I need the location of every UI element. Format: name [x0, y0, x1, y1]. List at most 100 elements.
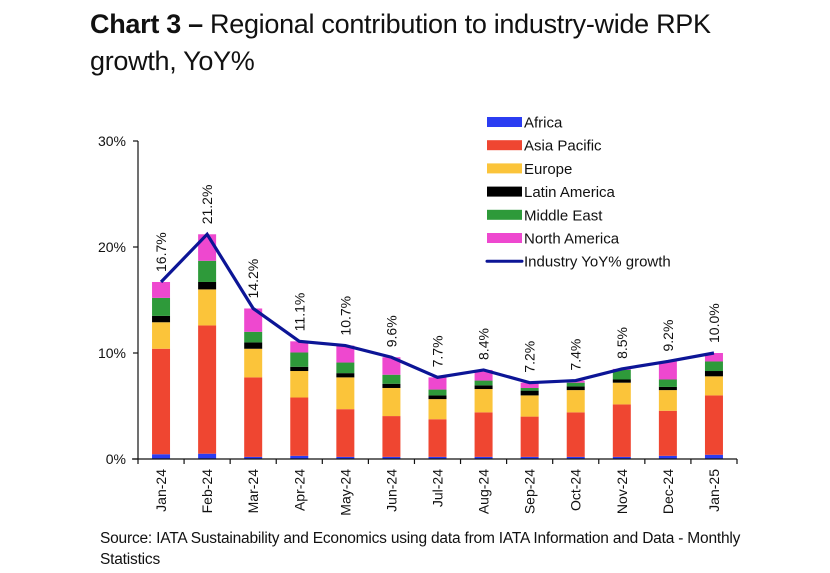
legend-swatch-north-america: [487, 233, 522, 243]
x-tick-label: May-24: [337, 469, 353, 516]
chart-title: Chart 3 – Regional contribution to indus…: [90, 6, 790, 80]
line-group: [159, 231, 715, 385]
data-label: 7.2%: [522, 341, 538, 373]
bar-segment-latin-america: [198, 281, 217, 290]
bar-segment-europe: [658, 390, 677, 411]
data-label: 9.6%: [383, 315, 399, 347]
bar-segment-latin-america: [382, 383, 401, 388]
bar-segment-latin-america: [152, 315, 171, 323]
bar-segment-africa: [566, 456, 585, 459]
bar-segment-latin-america: [336, 373, 355, 378]
bar-segment-latin-america: [244, 342, 263, 349]
bar-segment-middle-east: [152, 297, 171, 316]
bar-segment-latin-america: [566, 386, 585, 391]
bar-segment-africa: [474, 456, 493, 459]
bar-segment-latin-america: [520, 390, 539, 396]
bar-segment-africa: [198, 453, 217, 459]
bar-segment-middle-east: [244, 331, 263, 343]
data-label: 7.4%: [568, 339, 584, 371]
x-tick-label: Jan-25: [706, 469, 722, 512]
bar-segment-africa: [612, 456, 631, 459]
legend-label: Middle East: [524, 207, 603, 224]
bar-segment-latin-america: [704, 371, 723, 377]
bar-segment-middle-east: [382, 374, 401, 384]
bar-segment-europe: [520, 395, 539, 417]
bar-segment-europe: [198, 289, 217, 326]
source-note: Source: IATA Sustainability and Economic…: [100, 530, 741, 568]
bar-segment-africa: [244, 456, 263, 459]
bar-segment-north-america: [290, 341, 309, 353]
y-tick-label: 10%: [98, 345, 126, 361]
bar-segment-asia-pacific: [704, 395, 723, 455]
x-tick-label: Jun-24: [383, 469, 399, 512]
bar-segment-europe: [244, 348, 263, 378]
bar-segment-asia-pacific: [244, 377, 263, 457]
x-tick-label: Oct-24: [568, 469, 584, 511]
legend-label: Africa: [524, 115, 563, 132]
data-label: 10.7%: [337, 296, 353, 336]
bar-segment-latin-america: [290, 366, 309, 372]
y-tick-label: 30%: [98, 133, 126, 149]
bar-segment-europe: [474, 389, 493, 413]
bar-segment-asia-pacific: [474, 412, 493, 457]
x-tick-label: Aug-24: [476, 469, 492, 514]
bar-segment-europe: [152, 322, 171, 349]
x-tick-label: Apr-24: [291, 469, 307, 511]
bar-segment-africa: [336, 456, 355, 459]
x-tick-label: Nov-24: [614, 469, 630, 514]
bar-segment-latin-america: [612, 379, 631, 383]
bar-segment-europe: [428, 399, 447, 420]
bar-segment-middle-east: [612, 369, 631, 380]
bar-segment-north-america: [428, 377, 447, 390]
bar-segment-middle-east: [520, 387, 539, 391]
bar-segment-north-america: [520, 382, 539, 388]
bar-segment-north-america: [704, 353, 723, 362]
bar-segment-north-america: [152, 281, 171, 298]
bar-segment-north-america: [474, 369, 493, 381]
bar-segment-middle-east: [428, 389, 447, 396]
bar-segment-latin-america: [658, 386, 677, 391]
bar-segment-asia-pacific: [566, 412, 585, 457]
bar-segment-north-america: [382, 357, 401, 375]
bar-segment-asia-pacific: [520, 416, 539, 457]
bar-segment-africa: [658, 455, 677, 459]
bar-segment-europe: [566, 390, 585, 413]
data-label: 9.2%: [660, 320, 676, 352]
bar-segment-middle-east: [566, 382, 585, 387]
legend-swatch-middle-east: [487, 209, 522, 220]
chart-title-bold: Chart 3 –: [90, 9, 203, 39]
legend-label: Europe: [524, 161, 572, 178]
x-tick-label: Sep-24: [522, 469, 538, 514]
bar-segment-north-america: [198, 234, 217, 261]
legend-label: Industry YoY% growth: [524, 254, 671, 271]
bar-segment-asia-pacific: [198, 325, 217, 454]
bar-segment-europe: [336, 377, 355, 410]
bar-segment-middle-east: [658, 379, 677, 387]
legend-label: Asia Pacific: [524, 138, 602, 155]
data-label: 7.7%: [430, 335, 446, 367]
data-label: 11.1%: [291, 293, 307, 332]
bar-segment-africa: [382, 456, 401, 459]
chart-title-text: Regional contribution to industry-wide R…: [90, 9, 711, 76]
bar-segment-asia-pacific: [382, 416, 401, 457]
legend: Africa Asia Pacific Europe Latin America Mid…: [485, 115, 671, 271]
bar-segment-europe: [612, 382, 631, 405]
legend-swatch-europe: [487, 163, 522, 174]
bar-segment-europe: [382, 387, 401, 417]
data-label: 10.0%: [706, 303, 722, 343]
bar-segment-europe: [290, 371, 309, 398]
bar-segment-latin-america: [428, 395, 447, 400]
data-label: 8.4%: [476, 328, 492, 360]
bar-segment-north-america: [336, 345, 355, 363]
bar-segment-middle-east: [290, 352, 309, 367]
legend-label: North America: [524, 231, 620, 248]
bar-segment-asia-pacific: [428, 419, 447, 457]
legend-label: Latin America: [524, 184, 616, 201]
bar-segment-asia-pacific: [658, 410, 677, 456]
legend-swatch-asia-pacific: [487, 140, 522, 151]
data-label: 16.7%: [153, 232, 169, 272]
data-label: 21.2%: [199, 185, 215, 225]
x-tick-label: Jan-24: [153, 469, 169, 512]
bar-segment-north-america: [244, 308, 263, 332]
bar-segment-asia-pacific: [290, 397, 309, 456]
